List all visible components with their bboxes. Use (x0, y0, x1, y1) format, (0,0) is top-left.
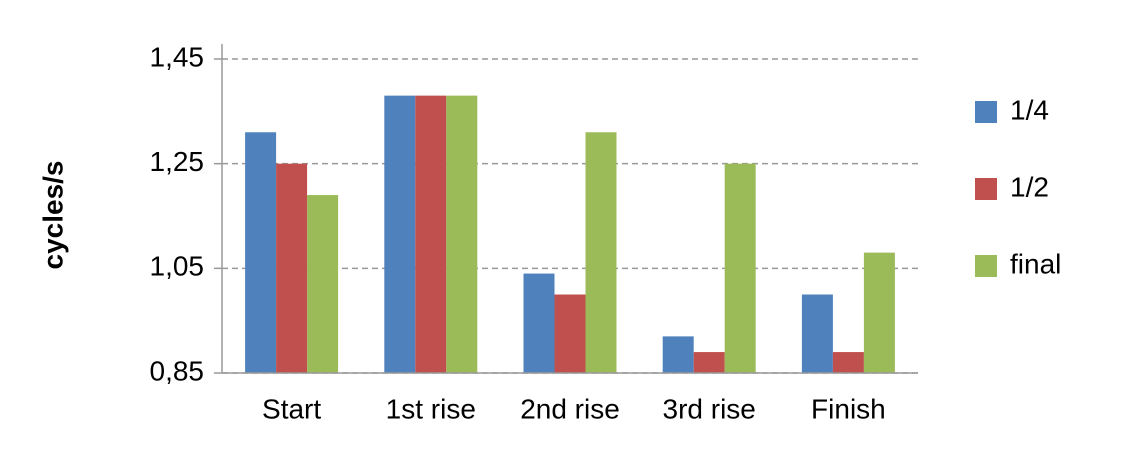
y-tick-label: 1,25 (150, 146, 205, 177)
bar (724, 163, 756, 373)
y-tick-label: 1,05 (150, 251, 205, 282)
bar (662, 336, 694, 373)
legend-swatch (975, 178, 997, 200)
legend-label: 1/4 (1010, 94, 1049, 125)
legend-label: final (1010, 248, 1061, 279)
bar (384, 95, 416, 373)
y-axis-label: cycles/s (37, 161, 68, 270)
bar (276, 163, 308, 373)
bar (863, 252, 895, 373)
bar (693, 352, 725, 373)
y-tick-label: 1,45 (150, 41, 205, 72)
bar (554, 294, 586, 373)
bar (585, 132, 617, 373)
bar (523, 273, 555, 373)
bar (307, 195, 339, 373)
x-tick-label: Finish (811, 393, 886, 424)
bar (446, 95, 478, 373)
legend-swatch (975, 255, 997, 277)
x-tick-label: 1st rise (386, 393, 476, 424)
bar (245, 132, 277, 373)
x-tick-label: 3rd rise (663, 393, 756, 424)
bar (801, 294, 833, 373)
legend-label: 1/2 (1010, 171, 1049, 202)
legend-swatch (975, 101, 997, 123)
bar (832, 352, 864, 373)
x-tick-label: Start (262, 393, 321, 424)
x-tick-label: 2nd rise (520, 393, 620, 424)
bar (415, 95, 447, 373)
y-tick-label: 0,85 (150, 355, 205, 386)
